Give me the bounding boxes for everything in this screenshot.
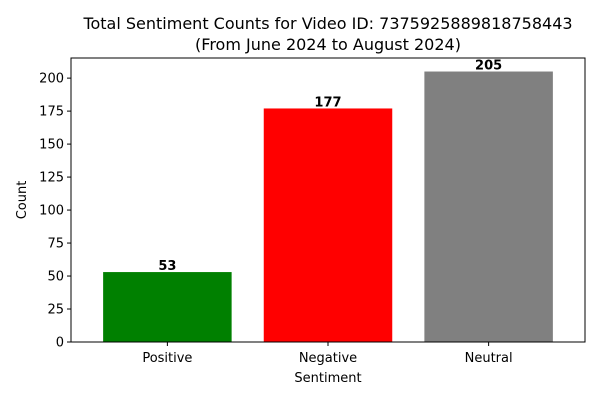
bar-positive bbox=[103, 272, 232, 342]
x-axis: Positive Negative Neutral bbox=[142, 342, 513, 366]
bars-layer bbox=[103, 71, 553, 343]
x-axis-label: Sentiment bbox=[294, 371, 361, 386]
data-label-neutral: 205 bbox=[475, 59, 502, 74]
y-tick-label-125: 125 bbox=[39, 171, 64, 186]
data-label-positive: 53 bbox=[158, 259, 176, 274]
bar-negative bbox=[263, 108, 393, 343]
data-label-negative: 177 bbox=[314, 95, 341, 110]
y-tick-label-0: 0 bbox=[56, 336, 64, 351]
y-tick-label-25: 25 bbox=[47, 303, 64, 318]
x-tick-label-negative: Negative bbox=[299, 351, 357, 366]
y-axis-label: Count bbox=[15, 181, 30, 220]
y-axis: 0 25 50 75 100 125 150 175 200 bbox=[39, 72, 71, 351]
y-tick-label-75: 75 bbox=[47, 237, 64, 252]
y-tick-label-100: 100 bbox=[39, 204, 64, 219]
y-tick-label-50: 50 bbox=[47, 270, 64, 285]
chart-title: Total Sentiment Counts for Video ID: 737… bbox=[82, 14, 572, 33]
plot-frame bbox=[70, 57, 586, 343]
chart-subtitle: (From June 2024 to August 2024) bbox=[195, 35, 461, 54]
bar-neutral bbox=[424, 71, 553, 343]
y-tick-label-200: 200 bbox=[39, 72, 64, 87]
data-labels-layer: 53 177 205 bbox=[158, 59, 502, 275]
x-tick-label-neutral: Neutral bbox=[465, 351, 513, 366]
y-tick-label-150: 150 bbox=[39, 138, 64, 153]
y-tick-label-175: 175 bbox=[39, 105, 64, 120]
x-tick-label-positive: Positive bbox=[142, 351, 192, 366]
